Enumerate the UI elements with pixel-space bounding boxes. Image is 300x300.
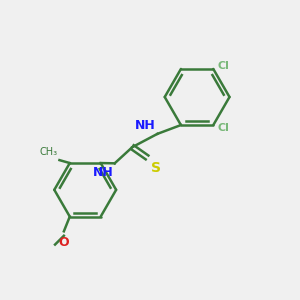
- Text: Cl: Cl: [218, 61, 230, 71]
- Text: Cl: Cl: [218, 123, 230, 133]
- Text: NH: NH: [135, 119, 156, 132]
- Text: CH₃: CH₃: [40, 147, 58, 157]
- Text: O: O: [58, 236, 69, 249]
- Text: S: S: [151, 161, 160, 175]
- Text: NH: NH: [92, 166, 113, 179]
